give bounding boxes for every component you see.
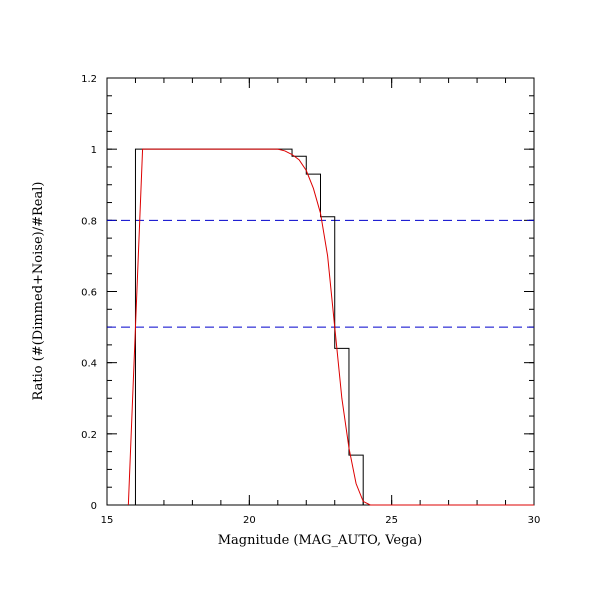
series-layer [121, 148, 534, 506]
reference-lines [107, 219, 534, 328]
x-tick-labels: 15 20 25 30 [101, 515, 541, 526]
x-tick-label: 20 [243, 515, 256, 526]
plot-frame [106, 77, 535, 506]
y-tick-label: 1 [91, 145, 97, 156]
y-tick-label: 1.2 [81, 74, 97, 85]
x-tick-label: 25 [385, 515, 398, 526]
y-tick-labels: 0 0.2 0.4 0.6 0.8 1 1.2 [81, 74, 97, 512]
y-tick-label: 0.2 [81, 430, 97, 441]
x-tick-label: 30 [528, 515, 541, 526]
x-tick-label: 15 [101, 515, 114, 526]
y-tick-label: 0 [91, 501, 97, 512]
y-tick-label: 0.4 [81, 359, 97, 370]
x-axis-title: Magnitude (MAG_AUTO, Vega) [218, 533, 423, 548]
minor-ticks [106, 77, 535, 506]
y-tick-label: 0.6 [81, 288, 97, 299]
y-tick-label: 0.8 [81, 216, 97, 227]
y-axis-title: Ratio (#(Dimmed+Noise)/#Real) [31, 182, 46, 401]
fit-curve-series [127, 148, 534, 506]
major-ticks [106, 77, 535, 506]
